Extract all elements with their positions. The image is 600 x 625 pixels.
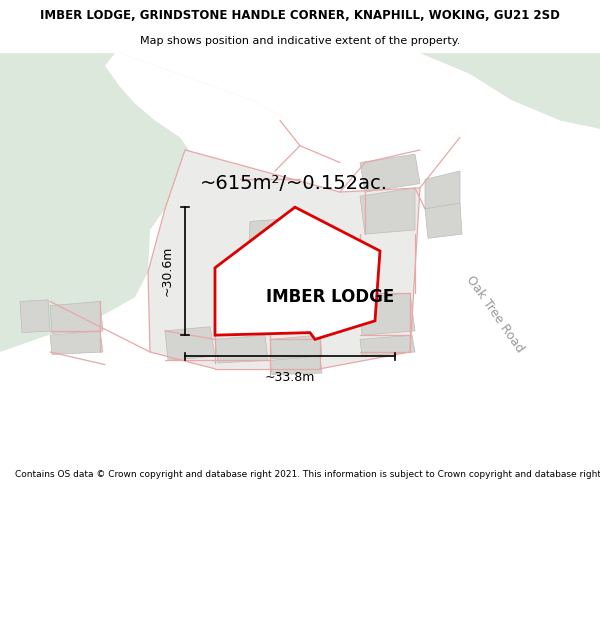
Polygon shape [270,356,322,375]
Polygon shape [50,331,103,354]
Polygon shape [360,335,415,356]
Polygon shape [255,281,315,331]
Polygon shape [360,188,415,234]
Polygon shape [248,217,310,293]
Polygon shape [360,154,420,192]
Text: Oak Tree Road: Oak Tree Road [464,273,526,355]
Polygon shape [50,301,103,334]
Text: ~615m²/~0.152ac.: ~615m²/~0.152ac. [200,174,388,193]
Text: ~30.6m: ~30.6m [161,246,173,296]
Polygon shape [410,138,600,415]
Polygon shape [148,150,420,369]
Text: IMBER LODGE, GRINDSTONE HANDLE CORNER, KNAPHILL, WOKING, GU21 2SD: IMBER LODGE, GRINDSTONE HANDLE CORNER, K… [40,9,560,22]
Text: Map shows position and indicative extent of the property.: Map shows position and indicative extent… [140,36,460,46]
Polygon shape [0,53,300,352]
Polygon shape [270,335,322,359]
Polygon shape [165,327,215,361]
Polygon shape [420,53,600,129]
Polygon shape [20,300,50,332]
Polygon shape [105,53,300,179]
Polygon shape [215,335,268,363]
Polygon shape [425,203,462,238]
Polygon shape [90,352,450,466]
Polygon shape [215,207,380,339]
Polygon shape [180,61,510,201]
Text: IMBER LODGE: IMBER LODGE [266,288,394,306]
Polygon shape [325,87,430,146]
Polygon shape [360,293,415,335]
Text: ~33.8m: ~33.8m [265,371,315,384]
Text: Contains OS data © Crown copyright and database right 2021. This information is : Contains OS data © Crown copyright and d… [15,471,600,479]
Polygon shape [425,171,460,209]
